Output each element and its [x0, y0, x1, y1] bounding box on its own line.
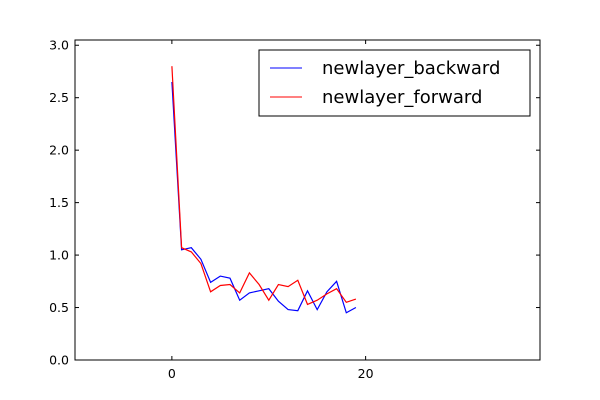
y-tick-label: 0.5 [49, 300, 69, 315]
series-line-newlayer-backward [171, 81, 357, 314]
series-layer [171, 66, 357, 314]
y-tick-label: 3.0 [49, 38, 69, 53]
axes-frame [74, 39, 541, 361]
series-line-newlayer-forward [171, 66, 357, 306]
tick-layer: 0.0 0.5 1.0 1.5 2.0 2.5 3.0 0 20 [49, 38, 540, 381]
y-tick-label: 1.0 [49, 248, 69, 263]
legend-box [258, 49, 531, 117]
x-tick-label: 20 [358, 366, 374, 381]
y-tick-label: 2.5 [49, 90, 69, 105]
legend: newlayer_backward newlayer_forward [258, 49, 531, 117]
x-tick-label: 0 [168, 366, 176, 381]
y-tick-label: 1.5 [49, 195, 69, 210]
legend-label-newlayer-backward: newlayer_backward [322, 58, 500, 79]
y-tick-label: 0.0 [49, 353, 69, 368]
legend-label-newlayer-forward: newlayer_forward [322, 87, 482, 108]
y-tick-label: 2.0 [49, 143, 69, 158]
